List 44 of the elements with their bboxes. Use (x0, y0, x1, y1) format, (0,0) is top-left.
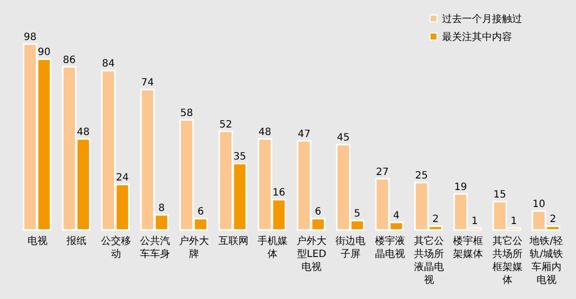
data-label: 2 (432, 214, 439, 226)
data-label: 6 (314, 206, 322, 218)
data-label: 19 (454, 182, 468, 193)
data-label: 45 (336, 132, 350, 144)
data-label: 25 (415, 170, 428, 182)
data-label: 6 (197, 206, 204, 218)
data-label: 27 (376, 166, 389, 178)
data-label: 98 (24, 32, 36, 43)
legend-label: 最关注其中内容 (442, 31, 512, 43)
data-label: 35 (233, 152, 246, 163)
data-label: 8 (158, 202, 165, 214)
data-label: 10 (532, 199, 546, 210)
x-tick-label: 手机媒体 (256, 235, 288, 261)
x-tick-label: 报纸 (66, 235, 88, 248)
x-tick-label: 其它公共场所液晶电视 (413, 235, 445, 287)
data-label: 1 (471, 216, 478, 228)
data-label: 1 (510, 216, 517, 228)
data-label: 90 (38, 47, 50, 58)
data-label: 86 (62, 54, 76, 66)
data-label: 48 (76, 126, 90, 138)
data-label: 58 (180, 108, 194, 119)
data-label: 5 (354, 208, 360, 220)
data-label: 48 (258, 126, 272, 138)
data-label: 16 (272, 188, 286, 199)
x-tick-label: 街边电子屏 (334, 235, 367, 261)
x-tick-label: 户外大牌 (178, 235, 210, 261)
data-label: 24 (116, 172, 129, 184)
legend-label: 过去一个月接触过 (442, 13, 522, 25)
x-tick-label: 楼宇液晶电视 (374, 235, 406, 261)
data-label: 4 (393, 210, 400, 222)
data-label: 47 (298, 128, 310, 140)
x-tick-label: 户外大型LED电视 (296, 235, 328, 274)
x-tick-label: 互联网 (217, 235, 250, 248)
x-tick-label: 地铁/轻轨/城铁车厢内电视 (528, 235, 564, 287)
x-tick-label: 公共汽车车身 (139, 235, 171, 261)
data-label: 2 (550, 214, 556, 226)
data-label: 74 (141, 78, 154, 89)
x-tick-label: 公交移动 (100, 235, 132, 261)
x-tick-label: 楼宇框架媒体 (452, 235, 484, 261)
x-tick-label: 其它公共场所框架媒体 (491, 235, 524, 287)
data-label: 15 (493, 190, 506, 201)
data-label: 84 (102, 58, 115, 70)
x-tick-label: 电视 (26, 235, 49, 248)
data-label: 52 (219, 119, 232, 130)
